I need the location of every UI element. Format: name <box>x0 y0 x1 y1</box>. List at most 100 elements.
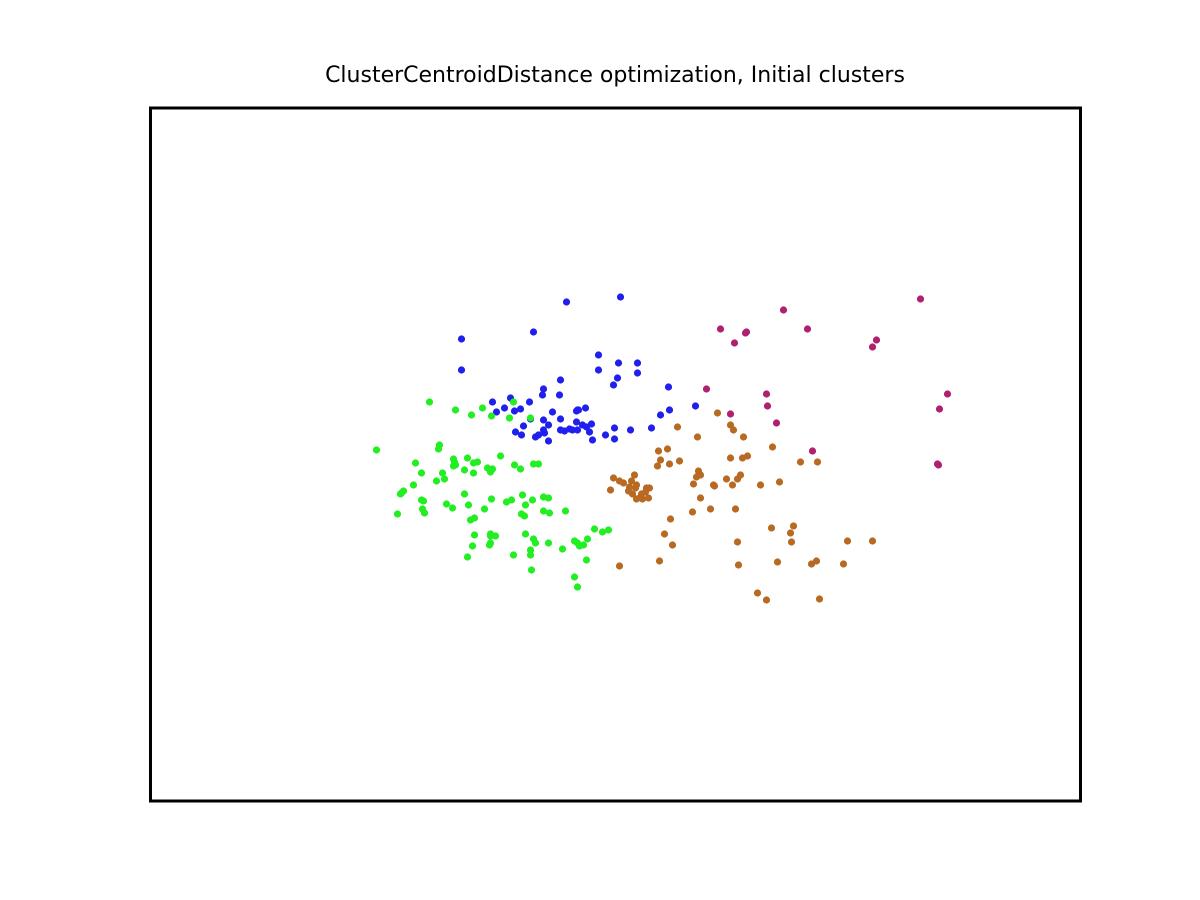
data-point-cluster_blue-12 <box>556 376 565 384</box>
data-point-cluster_green-6 <box>505 414 514 422</box>
data-point-cluster_blue-9 <box>633 369 642 377</box>
data-point-cluster_green-70 <box>558 545 567 553</box>
data-point-cluster_orange-27 <box>653 462 662 470</box>
data-point-cluster_blue-29 <box>572 418 581 426</box>
data-point-cluster_blue-40 <box>517 431 526 439</box>
data-point-cluster_blue-53 <box>578 421 587 429</box>
data-point-cluster_blue-32 <box>544 421 553 429</box>
data-point-cluster_orange-6 <box>726 454 735 462</box>
data-point-cluster_blue-34 <box>540 429 549 437</box>
data-point-cluster_green-18 <box>496 452 505 460</box>
data-point-cluster_orange-26 <box>656 456 665 464</box>
data-point-cluster_green-74 <box>531 539 540 547</box>
data-point-cluster_green-24 <box>516 465 525 473</box>
data-point-cluster_green-43 <box>397 489 406 497</box>
data-point-cluster_blue-51 <box>626 426 635 434</box>
data-point-cluster_blue-5 <box>594 351 603 359</box>
data-point-cluster_green-81 <box>573 583 582 591</box>
data-point-cluster_green-72 <box>604 526 613 534</box>
data-point-cluster_blue-3 <box>457 335 466 343</box>
data-point-cluster_orange-68 <box>615 562 624 570</box>
data-point-cluster_orange-55 <box>787 538 796 546</box>
data-point-cluster_blue-4 <box>457 366 466 374</box>
data-point-cluster_green-25 <box>529 460 538 468</box>
data-point-cluster_blue-16 <box>525 398 534 406</box>
data-point-cluster_blue-56 <box>691 402 700 410</box>
data-point-cluster_green-32 <box>480 505 489 513</box>
data-point-cluster_orange-9 <box>768 443 777 451</box>
data-point-cluster_green-89 <box>393 510 402 518</box>
data-point-cluster_blue-46 <box>544 437 553 445</box>
data-point-cluster_green-35 <box>449 462 458 470</box>
data-point-cluster_orange-29 <box>663 445 672 453</box>
data-point-cluster_green-80 <box>527 566 536 574</box>
data-point-cluster_orange-15 <box>675 457 684 465</box>
data-point-cluster_blue-39 <box>511 428 520 436</box>
data-point-cluster_orange-51 <box>706 505 715 513</box>
data-point-cluster_magenta-12 <box>763 402 772 410</box>
data-point-cluster_blue-1 <box>616 293 625 301</box>
data-point-cluster_blue-8 <box>633 359 642 367</box>
data-point-cluster_magenta-17 <box>935 405 944 413</box>
data-point-cluster_orange-11 <box>813 458 822 466</box>
data-point-cluster_green-78 <box>485 541 494 549</box>
data-point-cluster_magenta-1 <box>779 306 788 314</box>
data-point-cluster_orange-62 <box>868 537 877 545</box>
data-point-cluster_orange-50 <box>688 508 697 516</box>
data-point-cluster_orange-5 <box>739 433 748 441</box>
data-point-cluster_blue-58 <box>581 404 590 412</box>
data-point-cluster_orange-71 <box>660 530 669 538</box>
data-point-cluster_orange-18 <box>722 475 731 483</box>
data-point-cluster_blue-48 <box>610 435 619 443</box>
data-point-cluster_blue-50 <box>610 424 619 432</box>
data-point-cluster_magenta-10 <box>726 410 735 418</box>
data-point-cluster_orange-72 <box>668 541 677 549</box>
data-point-cluster_orange-47 <box>628 490 637 498</box>
data-point-cluster_green-69 <box>544 539 553 547</box>
data-point-cluster_orange-38 <box>636 493 645 501</box>
data-point-cluster_green-36 <box>469 469 478 477</box>
data-point-cluster_green-55 <box>539 507 548 515</box>
data-point-cluster_blue-55 <box>665 406 674 414</box>
data-point-cluster_green-2 <box>467 411 476 419</box>
data-point-cluster_green-76 <box>526 551 535 559</box>
data-point-cluster_orange-69 <box>789 522 798 530</box>
data-point-cluster_blue-19 <box>516 405 525 413</box>
data-point-cluster_magenta-7 <box>872 336 881 344</box>
data-point-cluster_magenta-16 <box>943 390 952 398</box>
data-point-cluster_orange-43 <box>609 474 618 482</box>
data-point-cluster_orange-25 <box>654 447 663 455</box>
data-point-cluster_green-88 <box>570 573 579 581</box>
data-point-cluster_orange-22 <box>728 481 737 489</box>
data-point-cluster_blue-54 <box>656 411 665 419</box>
data-point-cluster_green-71 <box>598 528 607 536</box>
data-point-cluster_orange-0 <box>713 409 722 417</box>
data-point-cluster_green-9 <box>411 459 420 467</box>
data-point-cluster_blue-22 <box>500 404 509 412</box>
data-point-cluster_green-41 <box>420 509 429 517</box>
data-point-cluster_blue-47 <box>588 436 597 444</box>
data-point-cluster_green-11 <box>435 441 444 449</box>
data-point-cluster_blue-6 <box>594 366 603 374</box>
data-point-cluster_green-49 <box>487 495 496 503</box>
data-point-cluster_magenta-13 <box>772 419 781 427</box>
data-point-cluster_green-4 <box>509 398 518 406</box>
data-point-cluster_orange-70 <box>786 529 795 537</box>
data-point-cluster_green-16 <box>473 458 482 466</box>
data-point-cluster_green-86 <box>526 546 535 554</box>
data-point-cluster_orange-54 <box>767 524 776 532</box>
data-point-cluster_blue-52 <box>647 424 656 432</box>
data-point-cluster_blue-41 <box>534 431 543 439</box>
data-point-cluster_green-28 <box>432 477 441 485</box>
data-point-cluster_green-48 <box>518 491 527 499</box>
data-point-cluster_orange-60 <box>839 560 848 568</box>
data-point-cluster_green-82 <box>486 532 495 540</box>
data-point-cluster_orange-67 <box>655 557 664 565</box>
data-point-cluster_green-31 <box>448 504 457 512</box>
data-point-cluster_orange-65 <box>815 595 824 603</box>
data-point-cluster_magenta-18 <box>933 460 942 468</box>
data-point-cluster_green-14 <box>460 466 469 474</box>
data-point-cluster_orange-59 <box>773 558 782 566</box>
data-point-cluster_green-65 <box>470 531 479 539</box>
data-point-cluster_orange-64 <box>762 596 771 604</box>
